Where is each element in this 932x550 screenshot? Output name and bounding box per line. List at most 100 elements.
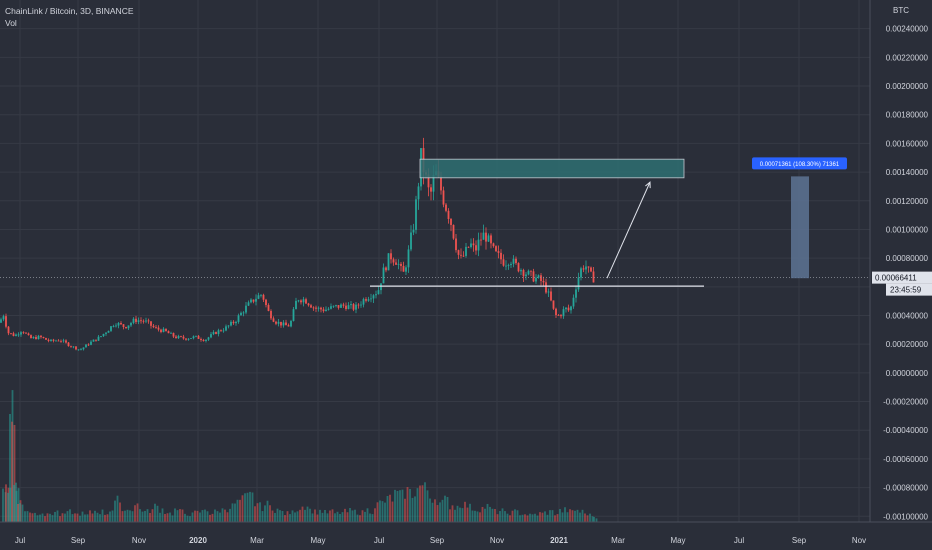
candle-body[interactable] [7,326,10,334]
candle-body[interactable] [532,271,535,282]
candle-body[interactable] [55,340,57,342]
candle-body[interactable] [577,277,580,290]
candle-body[interactable] [130,322,132,326]
candle-body[interactable] [32,336,35,339]
candle-body[interactable] [27,333,30,336]
candle-body[interactable] [180,336,182,337]
candle-body[interactable] [505,265,507,267]
candle-body[interactable] [20,332,22,335]
candle-body[interactable] [152,325,155,328]
candle-body[interactable] [220,330,222,332]
candle-body[interactable] [230,321,232,326]
candle-body[interactable] [542,280,545,283]
candlestick-series[interactable] [0,137,595,351]
candle-body[interactable] [40,335,42,338]
candle-body[interactable] [160,329,162,333]
candle-body[interactable] [102,333,105,337]
candle-body[interactable] [237,315,240,322]
candle-body[interactable] [225,326,227,331]
candle-body[interactable] [527,270,530,275]
candle-body[interactable] [242,312,245,314]
candle-body[interactable] [335,305,337,306]
candle-body[interactable] [287,325,290,327]
candle-body[interactable] [255,298,257,302]
candle-body[interactable] [362,299,365,305]
candle-body[interactable] [432,175,435,192]
candle-body[interactable] [410,232,412,250]
candle-body[interactable] [172,332,175,337]
price-range-box[interactable] [791,176,809,279]
candle-body[interactable] [497,251,500,253]
candle-body[interactable] [317,307,320,309]
symbol-title[interactable]: ChainLink / Bitcoin, 3D, BINANCE [5,6,134,16]
candle-body[interactable] [522,270,525,277]
candle-body[interactable] [67,342,70,347]
candle-body[interactable] [340,304,342,308]
candle-body[interactable] [367,299,370,301]
candle-body[interactable] [125,326,127,329]
candle-body[interactable] [547,291,550,293]
candle-body[interactable] [10,333,12,335]
candle-body[interactable] [395,262,397,265]
candle-body[interactable] [357,304,360,306]
candle-body[interactable] [85,344,87,348]
candle-body[interactable] [460,254,462,256]
candle-body[interactable] [177,336,180,339]
candle-body[interactable] [15,334,17,336]
candle-body[interactable] [50,339,52,341]
candle-body[interactable] [392,259,395,263]
candle-body[interactable] [427,174,430,188]
candle-body[interactable] [487,235,490,242]
candle-body[interactable] [562,309,565,317]
candle-body[interactable] [100,336,102,337]
candle-body[interactable] [572,297,575,307]
candle-body[interactable] [342,304,345,306]
candle-body[interactable] [590,267,592,272]
candle-body[interactable] [195,335,197,337]
candle-body[interactable] [185,338,187,340]
candle-body[interactable] [145,320,147,322]
candle-body[interactable] [530,270,532,272]
candle-body[interactable] [155,327,157,328]
candle-body[interactable] [352,304,355,310]
candle-body[interactable] [567,307,570,311]
candle-body[interactable] [495,246,497,252]
candle-body[interactable] [37,335,40,340]
volume-indicator-label[interactable]: Vol [5,18,17,28]
candle-body[interactable] [525,274,527,277]
candle-body[interactable] [22,332,25,334]
candle-body[interactable] [322,309,325,312]
candle-body[interactable] [325,309,327,312]
candle-body[interactable] [502,259,505,266]
candle-body[interactable] [302,299,305,303]
candle-body[interactable] [535,277,537,282]
candle-body[interactable] [65,340,67,343]
candle-body[interactable] [30,335,32,339]
candle-body[interactable] [135,318,137,322]
candle-body[interactable] [450,218,452,225]
candle-body[interactable] [475,245,477,251]
candle-body[interactable] [2,316,5,320]
candle-body[interactable] [387,253,390,271]
candle-body[interactable] [570,306,572,311]
candle-body[interactable] [150,321,152,326]
candle-body[interactable] [140,320,142,322]
candle-body[interactable] [545,282,547,293]
candle-body[interactable] [142,320,145,322]
candle-body[interactable] [122,324,125,327]
candle-body[interactable] [52,339,55,341]
candle-body[interactable] [207,337,210,340]
candle-body[interactable] [115,325,117,327]
candle-body[interactable] [592,271,595,283]
candle-body[interactable] [555,308,557,316]
candle-body[interactable] [212,332,215,335]
candle-body[interactable] [407,249,410,268]
candle-body[interactable] [137,320,140,322]
candle-body[interactable] [515,258,517,264]
candle-body[interactable] [315,307,317,309]
candle-body[interactable] [292,309,295,321]
candle-body[interactable] [445,204,447,211]
candle-body[interactable] [360,304,362,306]
candle-body[interactable] [60,340,62,342]
candle-body[interactable] [477,239,480,251]
